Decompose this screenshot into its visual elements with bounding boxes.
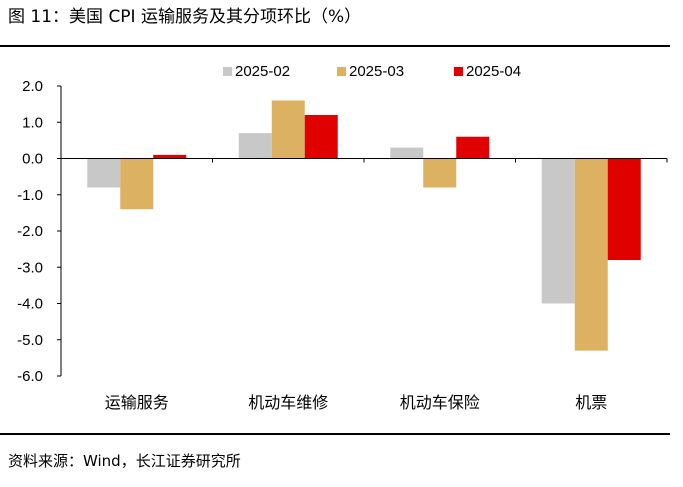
- bar-2025-04-0: [153, 154, 187, 159]
- x-category-label: 机票: [575, 394, 607, 412]
- y-tick-label: -4.0: [17, 296, 43, 313]
- legend-swatch-2025-02: [223, 67, 232, 76]
- chart-legend: 2025-02 2025-03 2025-04: [223, 63, 521, 80]
- y-tick-label: 2.0: [22, 78, 43, 95]
- bottom-rule: [0, 433, 670, 435]
- figure-title: 图 11：美国 CPI 运输服务及其分项环比（%）: [8, 7, 362, 27]
- bar-chart: 2025-02 2025-03 2025-04 2.0 1.0 0.0 -1.0 -2.0 -…: [17, 63, 668, 412]
- y-tick-label: -3.0: [17, 259, 43, 276]
- y-tick-label: -6.0: [17, 368, 43, 385]
- bar-2025-03-3: [574, 158, 608, 351]
- bar-2025-03-2: [423, 158, 457, 188]
- y-axis: 2.0 1.0 0.0 -1.0 -2.0 -3.0 -4.0 -5.0 -6.0: [17, 78, 62, 385]
- bar-2025-04-3: [607, 158, 641, 260]
- bar-2025-02-0: [87, 158, 121, 188]
- legend-label-2025-02: 2025-02: [235, 63, 290, 80]
- y-tick-label: -5.0: [17, 332, 43, 349]
- x-category-label: 运输服务: [105, 394, 169, 412]
- y-tick-label: 0.0: [22, 151, 43, 168]
- legend-label-2025-03: 2025-03: [349, 63, 404, 80]
- source-note: 资料来源：Wind，长江证券研究所: [8, 452, 241, 470]
- bar-2025-03-0: [120, 158, 154, 210]
- y-tick-label: 1.0: [22, 114, 43, 131]
- legend-label-2025-04: 2025-04: [466, 63, 521, 80]
- bar-2025-02-3: [541, 158, 575, 304]
- bar-2025-02-2: [390, 147, 424, 159]
- top-rule: [0, 45, 670, 47]
- x-axis: 运输服务 机动车维修 机动车保险 机票: [60, 158, 668, 412]
- bar-2025-03-1: [271, 100, 305, 159]
- legend-swatch-2025-04: [454, 67, 463, 76]
- x-category-label: 机动车保险: [400, 394, 480, 412]
- bar-2025-04-2: [456, 136, 490, 159]
- y-tick-label: -2.0: [17, 223, 43, 240]
- y-tick-label: -1.0: [17, 187, 43, 204]
- bar-2025-04-1: [304, 115, 338, 159]
- x-category-label: 机动车维修: [248, 394, 328, 412]
- bar-series: [87, 100, 641, 351]
- legend-swatch-2025-03: [337, 67, 346, 76]
- bar-2025-02-1: [238, 133, 272, 159]
